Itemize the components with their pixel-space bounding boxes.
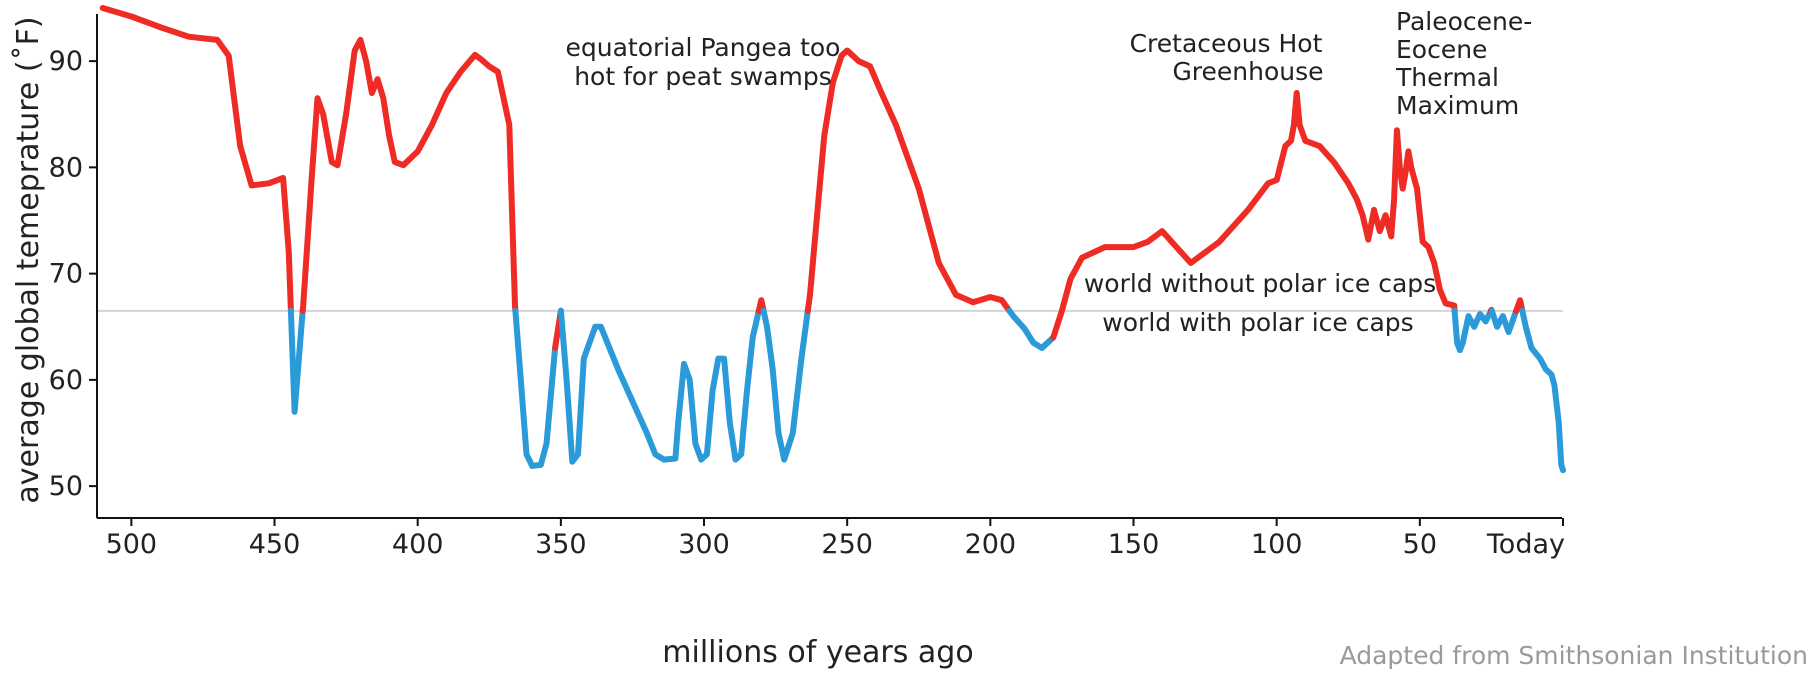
series-segment-warm [99,5,294,314]
series-segment-cool [287,307,306,415]
y-axis-title: average global temeprature (˚F) [11,16,46,503]
source-credit: Adapted from Smithsonian Institution [1340,641,1808,670]
series-segment-cool [1519,307,1566,474]
x-tick-label: 50 [1403,529,1437,560]
cretaceous-annotation: Cretaceous Hot Greenhouse [1130,29,1324,86]
series-segment-warm [804,47,1013,314]
x-tick-label: 400 [392,529,444,560]
petm-annotation-line-4: Maximum [1396,91,1519,120]
x-tick-label: 300 [678,529,730,560]
y-tick-label: 50 [49,471,83,502]
petm-annotation-line-3: Thermal [1395,63,1499,92]
x-axis-ticks: 500 450 400 350 300 250 200 150 100 50 Today [106,518,1565,560]
x-tick-label: Today [1486,529,1565,560]
series-segment-warm [755,297,767,314]
series-segment-cool [512,307,559,469]
x-tick-label: 450 [249,529,301,560]
series-segment-cool [760,307,811,463]
series-segment-cool [1006,307,1057,351]
petm-annotation: Paleocene- Eocene Thermal Maximum [1395,7,1532,120]
without-ice-caps-label: world without polar ice caps [1084,269,1436,298]
x-tick-label: 250 [821,529,873,560]
series-segment-cool [1488,307,1520,336]
y-tick-label: 80 [49,152,83,183]
petm-annotation-line-1: Paleocene- [1396,7,1532,36]
with-ice-caps-label: world with polar ice caps [1102,308,1413,337]
y-tick-label: 70 [49,259,83,290]
series-segment-warm [1513,297,1526,314]
x-tick-label: 500 [106,529,158,560]
pangea-annotation: equatorial Pangea too hot for peat swamp… [566,33,841,91]
x-tick-label: 350 [535,529,587,560]
series-segment-warm [299,36,519,314]
x-tick-label: 200 [965,529,1017,560]
y-axis-ticks: 50 60 70 80 90 [49,46,97,502]
pangea-annotation-line-1: equatorial Pangea too [566,33,841,62]
x-tick-label: 150 [1108,529,1160,560]
series-segment-warm [1050,90,1458,341]
temperature-series [99,5,1566,474]
y-tick-label: 90 [49,46,83,77]
y-tick-label: 60 [49,365,83,396]
pangea-annotation-line-2: hot for peat swamps [574,62,832,91]
series-segment-cool [557,307,762,465]
petm-annotation-line-2: Eocene [1396,35,1487,64]
cretaceous-annotation-line-1: Cretaceous Hot [1130,29,1323,58]
x-axis-title: millions of years ago [662,635,973,670]
x-tick-label: 100 [1251,529,1303,560]
series-segment-cool [1451,307,1494,354]
cretaceous-annotation-line-2: Greenhouse [1172,57,1323,86]
